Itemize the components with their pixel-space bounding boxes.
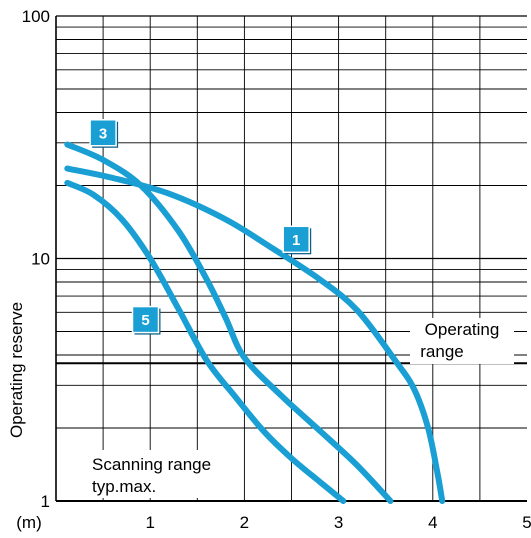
badge-number: 5 [141,312,149,329]
x-tick-label: 3 [334,513,343,532]
series-line-1 [64,165,446,504]
operating-range-label-bg [410,318,514,364]
series-lines [64,141,446,504]
operating-range-label-line2: range [420,342,463,361]
badge-number: 3 [99,125,107,142]
x-tick-label: 4 [428,513,437,532]
y-tick-label: 1 [41,492,50,511]
x-tick-label: 5 [522,513,531,532]
series-badge-1: 1 [282,225,312,255]
y-axis-label: Operating reserve [7,302,26,438]
badge-box [282,225,310,254]
series-line-5 [64,179,347,504]
x-unit-label: (m) [16,513,41,532]
badge-box [131,305,160,334]
badge-box [89,119,117,147]
y-tick-label: 10 [31,250,50,269]
axes [55,15,527,502]
x-tick-label: 1 [145,513,154,532]
annotations: Operating range Scanning range typ.max. [88,318,514,498]
y-tick-label: 100 [22,7,50,26]
series-badge-3: 3 [89,119,119,148]
operating-range-label-line1: Operating [425,320,500,339]
series-badge-5: 5 [131,305,161,335]
x-tick-label: 2 [240,513,249,532]
scanning-range-label-line2: typ.max. [92,477,156,496]
scanning-range-label-line1: Scanning range [92,455,211,474]
series-badges: 1 3 5 [89,119,312,335]
scanning-range-label-bg [88,450,240,498]
grid [56,16,527,501]
badge-number: 1 [292,232,300,249]
series-line-3 [64,141,394,504]
